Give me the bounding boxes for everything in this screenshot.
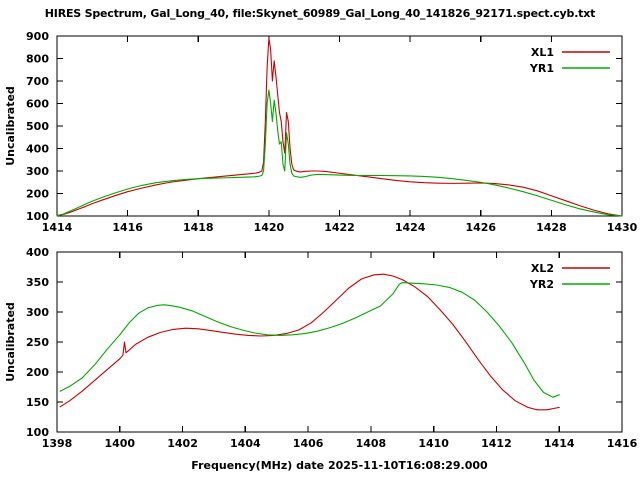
- x-tick-label: 1414: [544, 437, 575, 450]
- x-tick-label: 1420: [254, 221, 285, 234]
- y-tick-label: 200: [26, 188, 49, 201]
- legend-label-yr1: YR1: [529, 62, 554, 75]
- y-tick-label: 300: [26, 165, 49, 178]
- y-tick-label: 700: [26, 75, 49, 88]
- series-line-yr1: [56, 89, 623, 217]
- series-line-yr2: [59, 282, 560, 398]
- series-line-xl1: [56, 37, 623, 217]
- x-tick-label: 1404: [230, 437, 261, 450]
- series-line-xl2: [59, 273, 560, 411]
- y-tick-label: 350: [26, 276, 49, 289]
- x-axis-label: Frequency(MHz) date 2025-11-10T16:08:29.…: [191, 459, 488, 472]
- y-tick-label: 250: [26, 336, 49, 349]
- x-tick-label: 1430: [607, 221, 638, 234]
- y-tick-label: 500: [26, 120, 49, 133]
- x-tick-label: 1414: [42, 221, 73, 234]
- chart-panel-top-panel: 1414 1416 1418 1420 1422 1424 1426 1428 1430 100 2…: [4, 30, 638, 234]
- y-tick-label: 100: [26, 210, 49, 223]
- chart-panel-bottom-panel: 1398 1400 1402 1404 1406 1408 1410 1412 1414 1416…: [4, 246, 638, 472]
- y-tick-label: 150: [26, 396, 49, 409]
- y-axis-label: Uncalibrated: [4, 86, 17, 166]
- legend-label-yr2: YR2: [529, 278, 554, 291]
- x-tick-label: 1410: [418, 437, 449, 450]
- y-tick-label: 400: [26, 246, 49, 259]
- x-tick-label: 1418: [183, 221, 214, 234]
- x-tick-label: 1426: [465, 221, 496, 234]
- y-tick-label: 800: [26, 53, 49, 66]
- legend-label-xl1: XL1: [531, 46, 554, 59]
- y-tick-label: 400: [26, 143, 49, 156]
- x-tick-label: 1406: [293, 437, 324, 450]
- page-title: HIRES Spectrum, Gal_Long_40, file:Skynet…: [44, 7, 596, 20]
- x-tick-label: 1428: [536, 221, 567, 234]
- x-tick-label: 1400: [104, 437, 135, 450]
- y-tick-label: 200: [26, 366, 49, 379]
- x-tick-label: 1416: [112, 221, 143, 234]
- y-tick-label: 900: [26, 30, 49, 43]
- y-axis-label: Uncalibrated: [4, 302, 17, 382]
- y-tick-label: 600: [26, 98, 49, 111]
- x-tick-label: 1402: [167, 437, 198, 450]
- x-tick-label: 1424: [395, 221, 426, 234]
- y-tick-label: 300: [26, 306, 49, 319]
- x-tick-label: 1398: [42, 437, 73, 450]
- x-tick-label: 1408: [356, 437, 387, 450]
- x-tick-label: 1416: [607, 437, 638, 450]
- x-tick-label: 1412: [481, 437, 512, 450]
- x-tick-label: 1422: [324, 221, 355, 234]
- y-tick-label: 100: [26, 426, 49, 439]
- legend-label-xl2: XL2: [531, 262, 554, 275]
